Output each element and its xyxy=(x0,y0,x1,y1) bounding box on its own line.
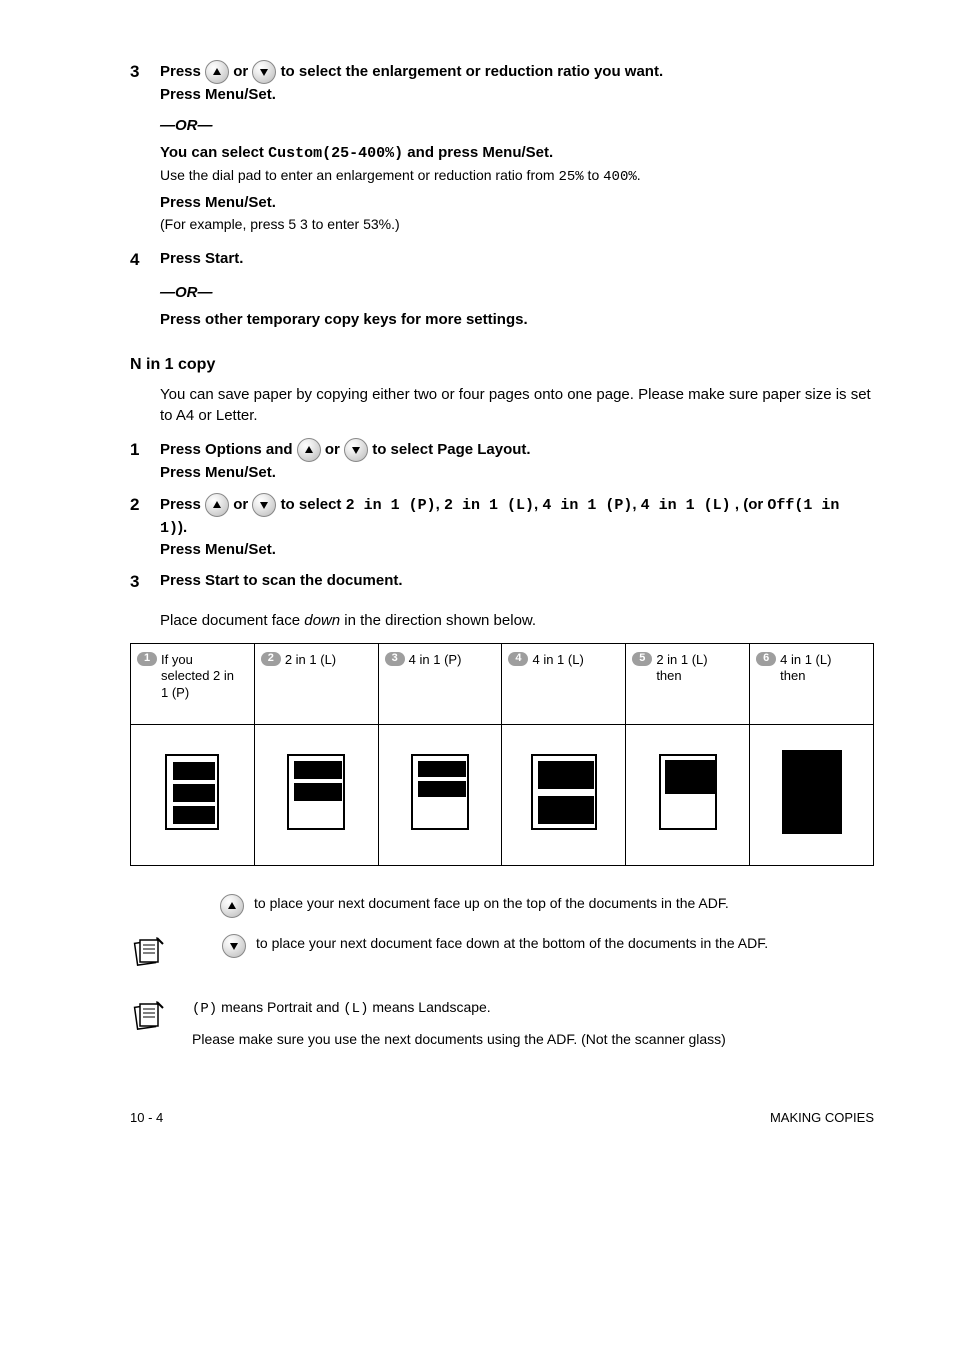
step-number: 3 xyxy=(130,60,160,84)
layout-icon-1 xyxy=(165,754,219,830)
up-arrow-icon xyxy=(205,60,229,84)
note-2: (P) means Portrait and (L) means Landsca… xyxy=(130,998,874,1049)
nin1-step-2: 2 Press or to select 2 in 1 (P), 2 in 1 … xyxy=(130,493,874,560)
layout-header-2: 2 2 in 1 (L) xyxy=(254,644,378,725)
nin1-step-1: 1 Press Options and or to select Page La… xyxy=(130,438,874,483)
up-arrow-icon xyxy=(297,438,321,462)
note-icon xyxy=(132,998,166,1032)
n-in-1-title: N in 1 copy xyxy=(130,354,874,376)
nin1-step-3: 3 Press Start to scan the document. xyxy=(130,570,874,594)
layout-header-4: 4 4 in 1 (L) xyxy=(502,644,626,725)
step-3: 3 Press or to select the enlargement or … xyxy=(130,60,874,105)
or-divider: —OR— xyxy=(160,282,874,303)
footer-left: 10 - 4 xyxy=(130,1109,163,1127)
layout-icon-6 xyxy=(782,750,842,834)
down-arrow-icon xyxy=(252,60,276,84)
step-3-line2: Press Menu/Set. xyxy=(160,84,874,105)
step-number: 4 xyxy=(130,248,160,272)
n-in-1-intro: You can save paper by copying either two… xyxy=(160,384,874,426)
down-arrow-icon xyxy=(222,934,246,958)
note-icon xyxy=(132,934,166,968)
note-1: to place your next document face down at… xyxy=(130,934,874,968)
or-divider: —OR— xyxy=(160,115,874,136)
n-in-1-section: N in 1 copy You can save paper by copyin… xyxy=(130,354,874,1049)
layout-icon-3 xyxy=(411,754,469,830)
layout-icons-row xyxy=(131,725,874,866)
down-arrow-icon xyxy=(252,493,276,517)
step-3-line1: Press or to select the enlargement or re… xyxy=(160,60,874,84)
layout-icon-2 xyxy=(287,754,345,830)
up-arrow-icon xyxy=(205,493,229,517)
step-3-alt: You can select Custom(25-400%) and press… xyxy=(130,142,874,234)
footer-right: MAKING COPIES xyxy=(770,1109,874,1127)
step-4: 4 Press Start. xyxy=(130,248,874,272)
layout-header-6: 6 4 in 1 (L) then xyxy=(750,644,874,725)
layout-icon-5 xyxy=(659,754,717,830)
layout-table: 1 If you selected 2 in 1 (P) 2 2 in 1 (L… xyxy=(130,643,874,866)
layout-header-1: 1 If you selected 2 in 1 (P) xyxy=(131,644,255,725)
layout-header-3: 3 4 in 1 (P) xyxy=(378,644,502,725)
up-arrow-icon xyxy=(220,894,244,918)
page-footer: 10 - 4 MAKING COPIES xyxy=(130,1109,874,1127)
down-arrow-icon xyxy=(344,438,368,462)
layout-header-5: 5 2 in 1 (L) then xyxy=(626,644,750,725)
layout-icon-4 xyxy=(531,754,597,830)
layout-header-row: 1 If you selected 2 in 1 (P) 2 2 in 1 (L… xyxy=(131,644,874,725)
